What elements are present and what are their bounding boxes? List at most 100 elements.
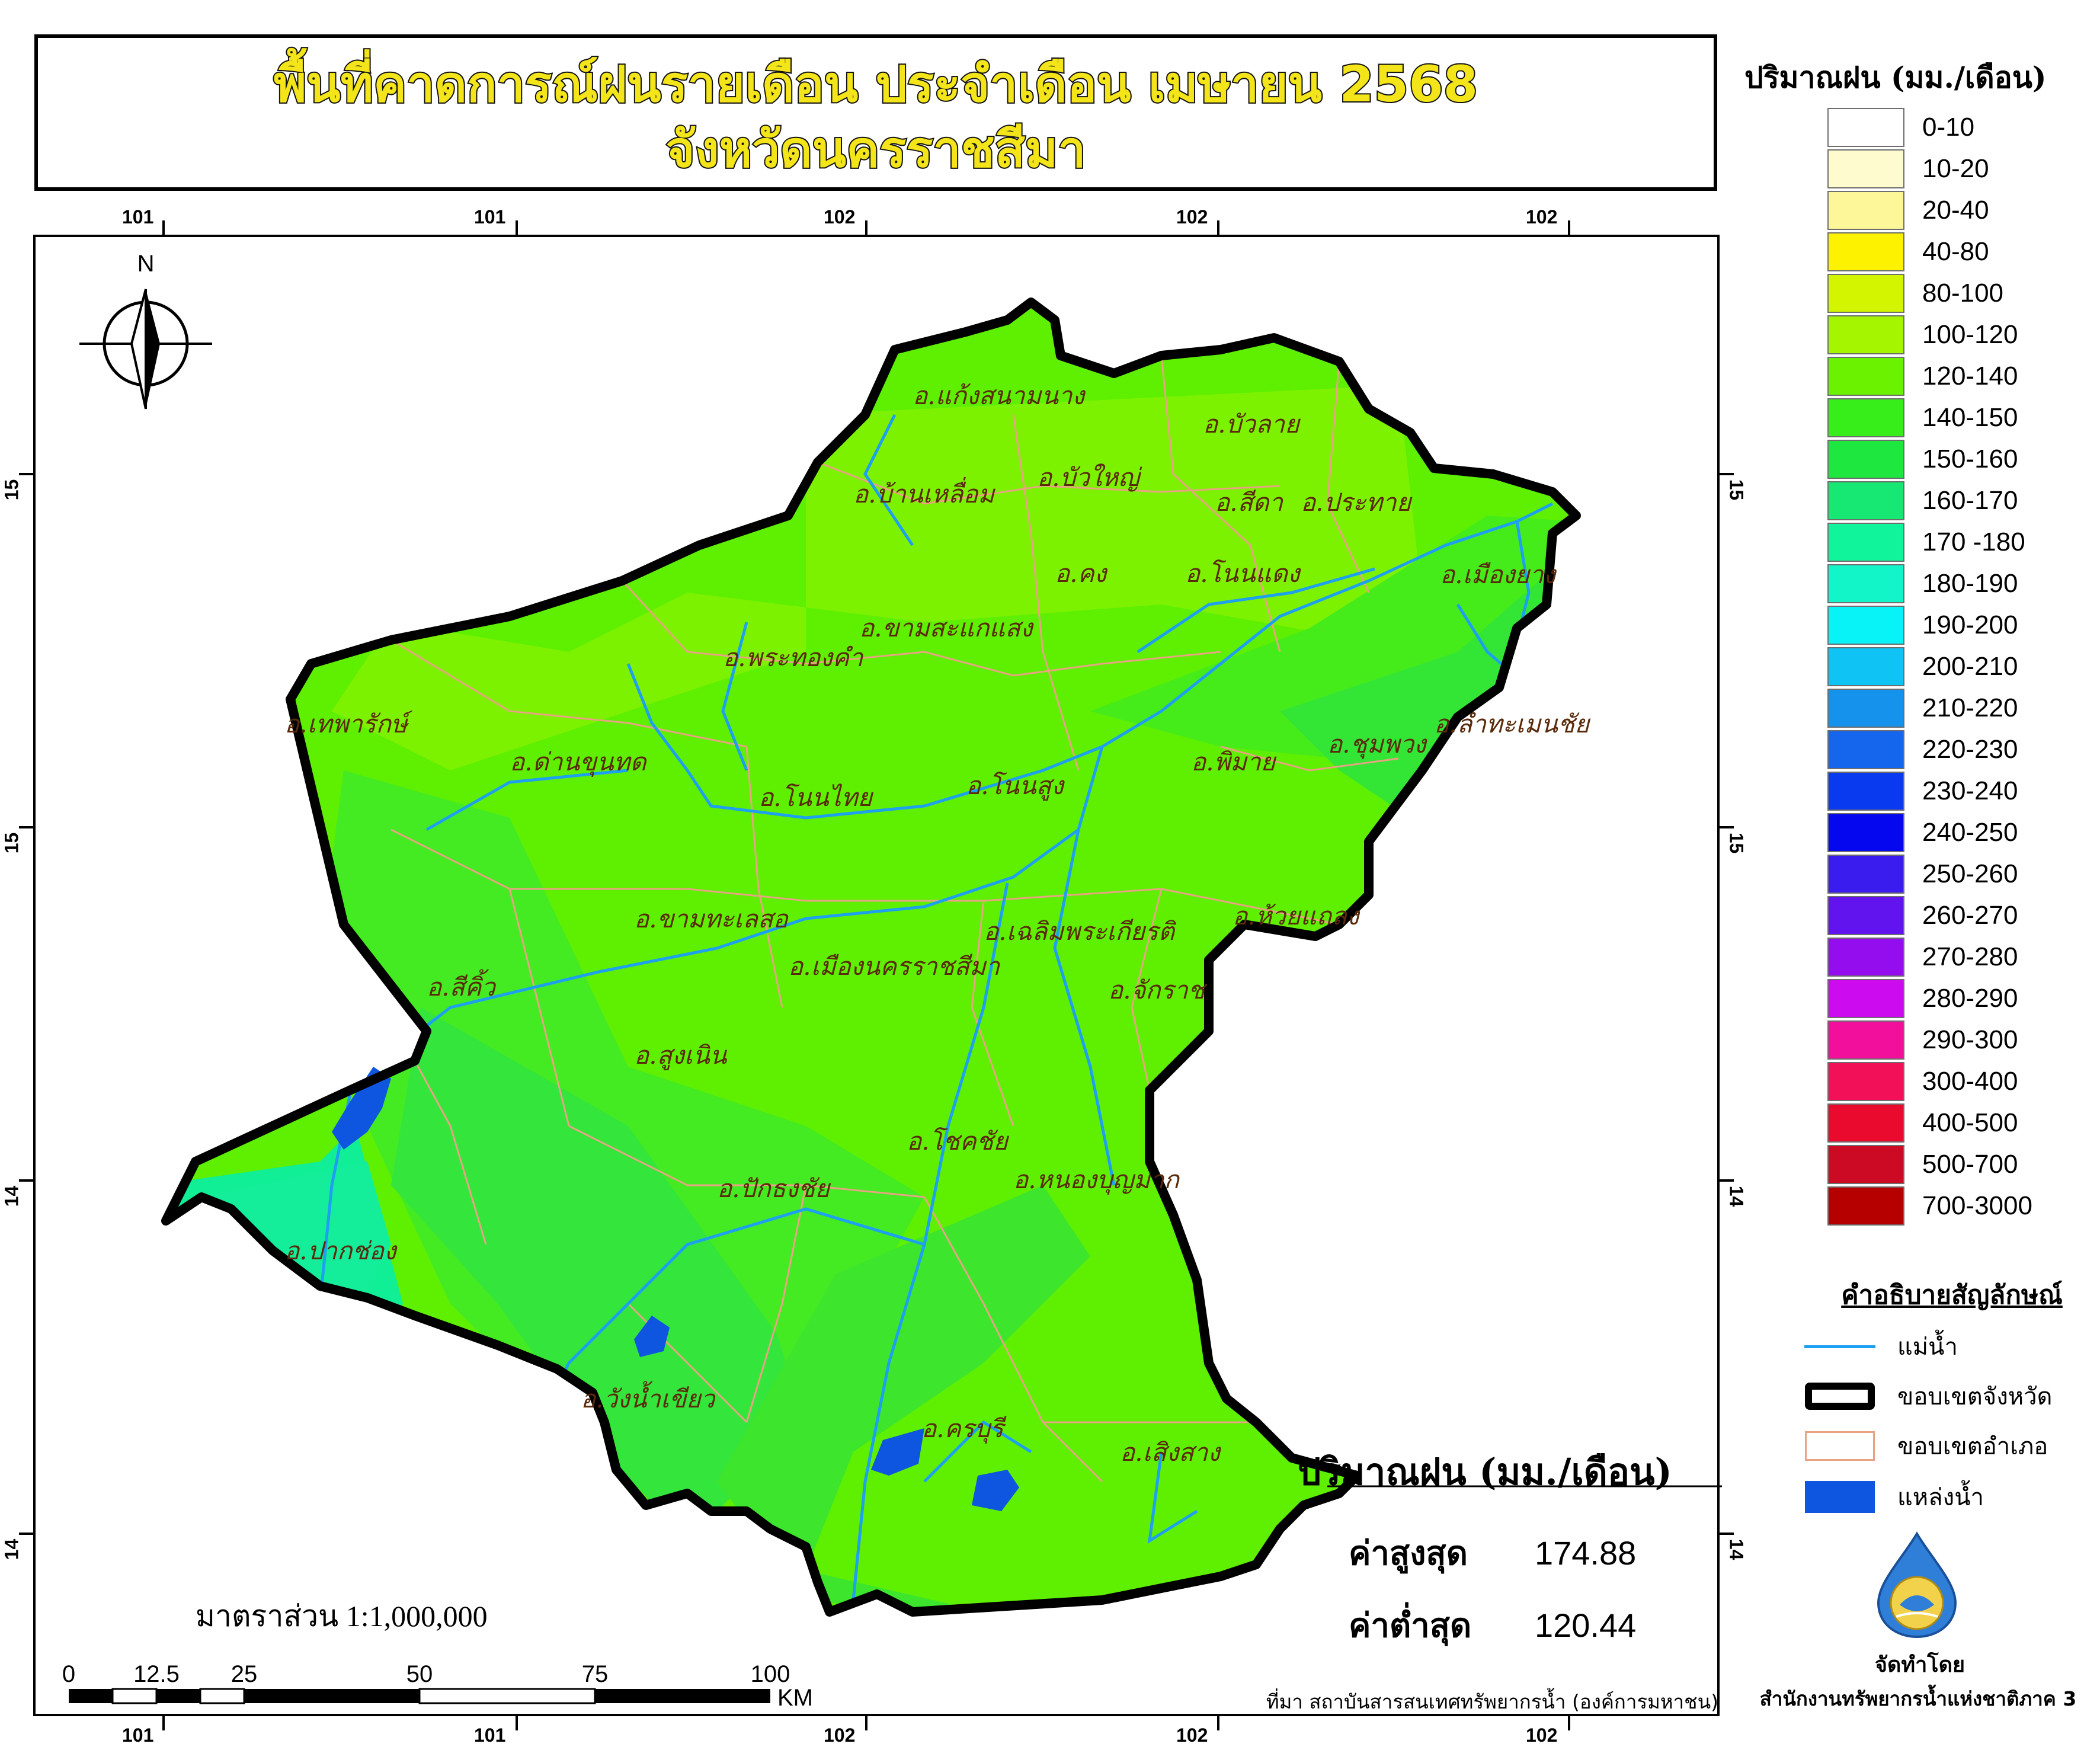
legend-swatch bbox=[1827, 938, 1904, 977]
bottom-tick-2: 101 bbox=[474, 1725, 506, 1746]
scale-unit: KM bbox=[777, 1685, 813, 1711]
rivers bbox=[318, 414, 1554, 1601]
province-boundary-symbol-label: ขอบเขตจังหวัด bbox=[1897, 1383, 2053, 1410]
district-label: อ.สีคิ้ว bbox=[427, 969, 497, 1002]
district-label: อ.สีดา bbox=[1215, 488, 1283, 517]
legend-swatch bbox=[1827, 108, 1904, 147]
legend-label: 170 -180 bbox=[1922, 527, 2025, 556]
legend-row-8: 150-160 bbox=[1827, 439, 2100, 480]
district-label: อ.บัวใหญ่ bbox=[1037, 463, 1142, 492]
scale-tick-12-5: 12.5 bbox=[133, 1661, 180, 1687]
scale-segment-1 bbox=[69, 1689, 113, 1703]
legend-label: 80-100 bbox=[1922, 279, 2004, 308]
legend-row-16: 230-240 bbox=[1827, 770, 2100, 812]
legend-swatch bbox=[1827, 896, 1904, 935]
legend-label: 40-80 bbox=[1922, 237, 1989, 266]
water-bodies bbox=[332, 1067, 1019, 1511]
legend-swatch bbox=[1827, 564, 1904, 603]
district-label: อ.จักราช bbox=[1108, 975, 1208, 1004]
legend-row-22: 290-300 bbox=[1827, 1019, 2100, 1061]
district-label: อ.ชุมพวง bbox=[1327, 730, 1427, 759]
district-label: อ.เสิงสาง bbox=[1120, 1438, 1221, 1467]
symbol-row-district: ขอบเขตอำเภอ bbox=[1801, 1427, 2100, 1465]
legend-label: 270-280 bbox=[1922, 942, 2018, 971]
symbol-row-river: แม่น้ำ bbox=[1801, 1327, 2100, 1365]
legend-label: 220-230 bbox=[1922, 735, 2018, 764]
legend-label: 230-240 bbox=[1922, 776, 2018, 805]
waterbody-lamchae bbox=[871, 1428, 924, 1476]
legend-row-21: 280-290 bbox=[1827, 978, 2100, 1019]
legend-label: 300-400 bbox=[1922, 1067, 2018, 1096]
legend-label: 210-220 bbox=[1922, 693, 2018, 722]
min-value: 120.44 bbox=[1535, 1607, 1636, 1644]
legend-row-12: 190-200 bbox=[1827, 604, 2100, 646]
legend-label: 400-500 bbox=[1922, 1108, 2018, 1137]
data-source: ที่มา สถาบันสารสนเทศทรัพยากรน้ำ (องค์การ… bbox=[1266, 1690, 1718, 1713]
legend-label: 290-300 bbox=[1922, 1025, 2018, 1054]
rainfall-zone-southwest-dark bbox=[391, 1007, 806, 1541]
legend-label: 260-270 bbox=[1922, 901, 2018, 930]
district-label: อ.โนนแดง bbox=[1185, 559, 1301, 588]
legend-label: 250-260 bbox=[1922, 859, 2018, 888]
legend-label: 240-250 bbox=[1922, 818, 2018, 847]
legend-row-7: 140-150 bbox=[1827, 397, 2100, 439]
map-title-line-2: จังหวัดนครราชสีมา bbox=[664, 120, 1087, 178]
scale-bar: 0 12.5 25 50 75 100 KM bbox=[62, 1661, 813, 1711]
district-boundary-symbol-label: ขอบเขตอำเภอ bbox=[1897, 1433, 2048, 1460]
scale-segment-7 bbox=[595, 1689, 770, 1703]
legend-label: 100-120 bbox=[1922, 320, 2018, 349]
legend-swatch bbox=[1827, 232, 1904, 271]
legend-swatch bbox=[1827, 1186, 1904, 1226]
district-label: อ.เมืองนครราชสีมา bbox=[788, 952, 1001, 981]
legend-row-9: 160-170 bbox=[1827, 480, 2100, 522]
bottom-tick-5: 102 bbox=[1526, 1725, 1558, 1746]
district-label: อ.ลำทะเมนชัย bbox=[1434, 709, 1590, 738]
scale-text: มาตราส่วน 1:1,000,000 bbox=[196, 1599, 488, 1633]
waterbody-lammun bbox=[972, 1470, 1019, 1511]
symbol-legend-title: คำอธิบายสัญลักษณ์ bbox=[1841, 1280, 2063, 1310]
legend-swatch bbox=[1827, 1103, 1904, 1143]
scale-segment-5 bbox=[244, 1689, 420, 1703]
legend-row-20: 270-280 bbox=[1827, 936, 2100, 978]
legend-label: 180-190 bbox=[1922, 569, 2018, 598]
legend-swatch bbox=[1827, 481, 1904, 520]
map-title-box: พื้นที่คาดการณ์ฝนรายเดือน ประจำเดือน เมษ… bbox=[34, 34, 1717, 191]
symbol-row-province: ขอบเขตจังหวัด bbox=[1801, 1377, 2100, 1415]
district-label: อ.บัวลาย bbox=[1203, 409, 1301, 439]
legend-swatch bbox=[1827, 979, 1904, 1018]
legend-label: 150-160 bbox=[1922, 444, 2018, 474]
scale-segment-6 bbox=[418, 1688, 596, 1704]
legend-swatch bbox=[1827, 523, 1904, 562]
district-label: อ.ปากช่อง bbox=[284, 1236, 398, 1265]
waterbody-symbol-label: แหล่งน้ำ bbox=[1897, 1484, 1984, 1511]
legend-label: 200-210 bbox=[1922, 652, 2018, 681]
legend-swatch bbox=[1827, 855, 1904, 894]
district-label: อ.วังน้ำเขียว bbox=[581, 1381, 716, 1413]
legend-label: 160-170 bbox=[1922, 486, 2018, 515]
district-label: อ.หนองบุญมาก bbox=[1013, 1165, 1180, 1195]
legend-swatch bbox=[1827, 1145, 1904, 1184]
legend-row-24: 400-500 bbox=[1827, 1102, 2100, 1144]
top-tick-4: 102 bbox=[1176, 206, 1208, 228]
legend-swatch bbox=[1827, 689, 1904, 728]
legend-row-2: 20-40 bbox=[1827, 190, 2100, 231]
map-title-line-1: พื้นที่คาดการณ์ฝนรายเดือน ประจำเดือน เมษ… bbox=[273, 55, 1479, 113]
district-label: อ.แก้งสนามนาง bbox=[913, 381, 1086, 410]
district-label: อ.พิมาย bbox=[1191, 747, 1277, 776]
legend-label: 190-200 bbox=[1922, 610, 2018, 639]
legend-swatch bbox=[1827, 813, 1904, 852]
bottom-tick-4: 102 bbox=[1176, 1725, 1208, 1746]
province-boundary-symbol bbox=[1801, 1378, 1878, 1414]
legend-row-3: 40-80 bbox=[1827, 231, 2100, 273]
district-label: อ.โนนสูง bbox=[966, 771, 1065, 801]
legend-row-4: 80-100 bbox=[1827, 273, 2100, 314]
district-label: อ.เฉลิมพระเกียรติ bbox=[984, 917, 1177, 946]
legend-row-1: 10-20 bbox=[1827, 148, 2100, 190]
district-label: อ.สูงเนิน bbox=[634, 1041, 728, 1070]
legend-row-14: 210-220 bbox=[1827, 687, 2100, 729]
waterbody-symbol bbox=[1801, 1479, 1878, 1515]
district-boundary-symbol bbox=[1801, 1428, 1878, 1464]
symbol-row-water: แหล่งน้ำ bbox=[1801, 1478, 2100, 1516]
district-label: อ.บ้านเหลื่อม bbox=[853, 476, 996, 508]
stats-block: ค่าสูงสุด 174.88 ค่าต่ำสุด 120.44 bbox=[1349, 1534, 1636, 1646]
